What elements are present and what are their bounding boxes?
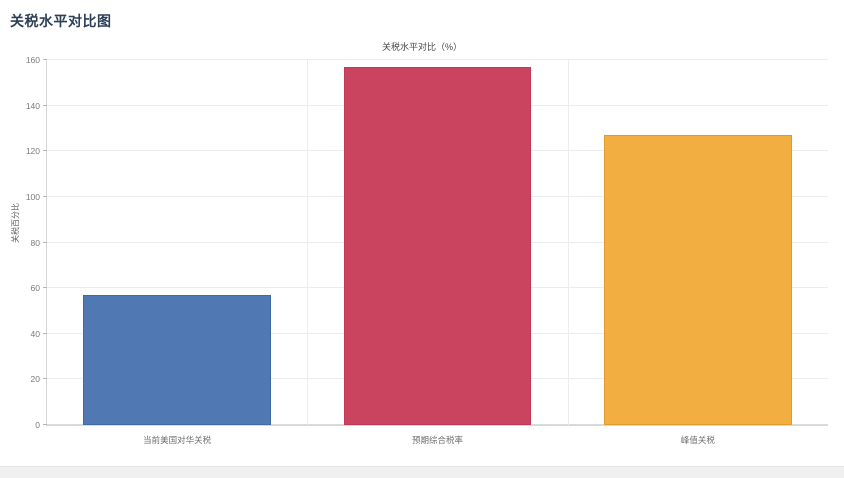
y-tick-label: 60	[30, 283, 40, 294]
tariff-comparison-chart: 关税水平对比（%） 关税百分比 0 20 40 60 80 100 120 140 160 当前美…	[0, 32, 844, 464]
y-tick-label: 160	[25, 55, 40, 65]
y-tick-mark	[43, 195, 47, 197]
y-gridline	[47, 59, 828, 60]
y-tick-mark	[43, 150, 47, 152]
y-tick-label: 40	[30, 328, 40, 339]
y-tick-label: 20	[30, 374, 40, 385]
y-tick-label: 100	[25, 191, 40, 202]
x-tick-label: 当前美国对华关税	[143, 435, 212, 445]
y-tick-label: 80	[30, 237, 40, 248]
y-tick-mark	[43, 332, 47, 334]
x-tick-label: 峰值关税	[680, 435, 715, 445]
y-tick-mark	[43, 287, 47, 289]
bar-3[interactable]	[604, 135, 792, 425]
y-tick-label: 0	[35, 420, 40, 430]
x-tick-label: 预期综合税率	[411, 435, 464, 445]
bar-2[interactable]	[343, 66, 532, 425]
footer-strip	[0, 466, 844, 478]
x-gridline	[567, 60, 569, 425]
y-tick-label: 120	[25, 146, 40, 157]
y-tick-mark	[43, 241, 47, 243]
y-tick-mark	[43, 424, 47, 425]
y-tick-mark	[43, 378, 47, 380]
bar-1[interactable]	[83, 294, 271, 425]
y-tick-mark	[43, 59, 47, 60]
y-tick-mark	[43, 104, 47, 106]
y-axis-title: 关税百分比	[11, 203, 20, 243]
x-gridline	[307, 60, 309, 425]
chart-title: 关税水平对比（%）	[381, 42, 462, 52]
plot-area: 0 20 40 60 80 100 120 140 160 当前美国对华关税 预期综合税率 峰值关税	[26, 55, 828, 445]
page-title: 关税水平对比图	[10, 13, 112, 29]
y-tick-label: 140	[25, 100, 40, 111]
